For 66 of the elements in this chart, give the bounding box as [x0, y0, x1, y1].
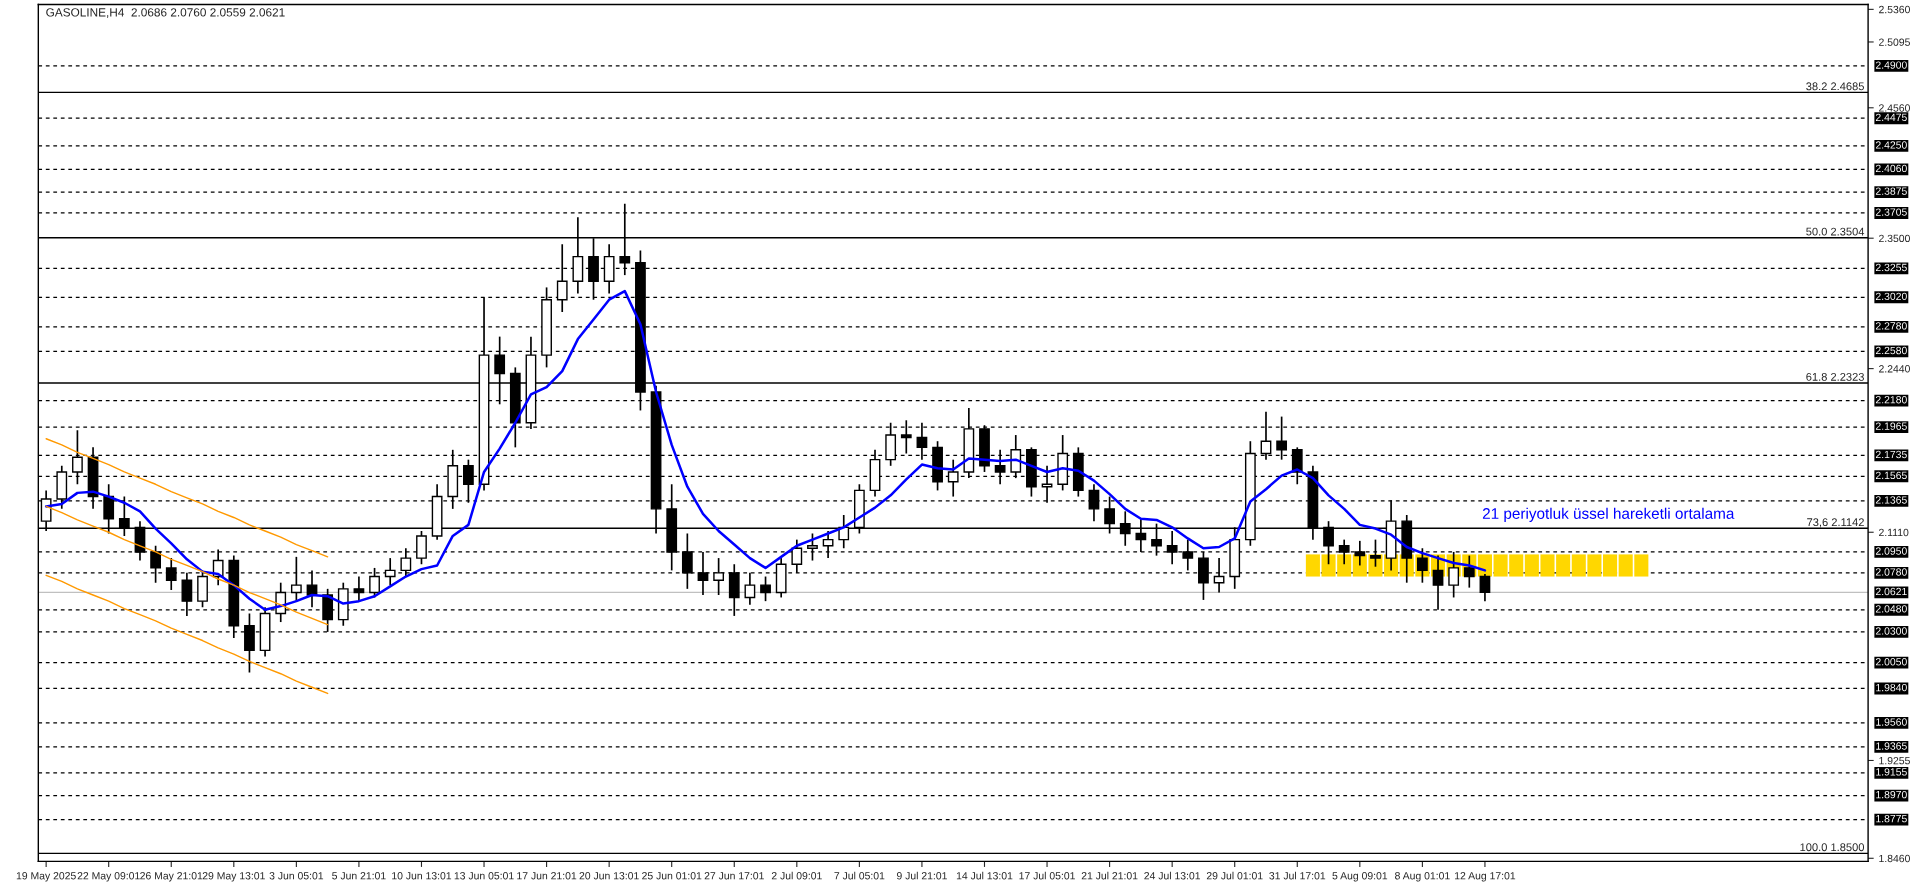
- x-tick-label: 10 Jun 13:01: [392, 872, 452, 880]
- x-tick-label: 5 Jun 21:01: [332, 872, 386, 880]
- x-tick-label: 13 Jun 05:01: [454, 872, 514, 880]
- ref-line-label: 2.4060: [1875, 164, 1907, 173]
- y-tick-label: 2.5360: [1879, 5, 1910, 14]
- x-tick-label: 2 Jul 09:01: [771, 871, 822, 880]
- ref-line-label: 1.9365: [1876, 742, 1907, 750]
- x-tick-label: 26 May 21:01: [140, 872, 203, 882]
- x-tick-label: 29 Jul 01:01: [1206, 871, 1263, 880]
- ref-line-label: 2.1565: [1875, 471, 1907, 480]
- ref-line-label: 1.8775: [1876, 814, 1907, 823]
- ref-line-label: 2.1735: [1875, 450, 1907, 459]
- x-tick-label: 8 Aug 01:01: [1395, 872, 1450, 882]
- x-tick-label: 27 Jun 17:01: [704, 872, 764, 880]
- x-tick-label: 3 Jun 05:01: [269, 872, 324, 880]
- ref-line-label: 38.2 2.4685: [1806, 82, 1864, 91]
- text: 21 periyotluk üssel hareketli ortalama: [1482, 507, 1735, 522]
- ref-line-label: 2.3020: [1875, 292, 1907, 301]
- ref-line-label: 2.3875: [1875, 187, 1907, 195]
- ref-line-label: 61.8 2.2323: [1806, 372, 1864, 381]
- x-tick-label: 31 Jul 17:01: [1269, 871, 1326, 880]
- x-tick-label: 14 Jul 13:01: [956, 871, 1013, 880]
- ref-line-label: 2.1965: [1875, 422, 1907, 430]
- ref-line-label: 1.9155: [1876, 768, 1907, 776]
- ref-line-label: 2.1365: [1875, 496, 1907, 504]
- ref-line-label: 2.2780: [1875, 322, 1907, 330]
- x-tick-label: 25 Jun 01:01: [642, 872, 702, 880]
- x-tick-label: 5 Aug 09:01: [1332, 872, 1388, 882]
- y-tick-label: 2.5095: [1879, 38, 1910, 46]
- ref-line-label: 2.3705: [1875, 208, 1907, 216]
- y-tick-label: 2.4560: [1879, 104, 1910, 112]
- x-tick-label: 22 May 09:01: [77, 872, 140, 882]
- ref-line-label: 73,6 2.1142: [1807, 518, 1864, 528]
- x-tick-label: 29 May 13:01: [202, 872, 265, 882]
- ref-line-label: 50.0 2.3504: [1806, 227, 1865, 236]
- ref-line-label: 2.0950: [1875, 547, 1907, 555]
- x-tick-label: 17 Jul 05:01: [1019, 871, 1075, 880]
- x-tick-label: 19 May 2025: [16, 872, 76, 882]
- x-tick-label: 21 Jul 21:01: [1081, 871, 1138, 880]
- ref-line-label: 2.0050: [1875, 658, 1907, 666]
- x-tick-label: 17 Jun 21:01: [517, 872, 577, 880]
- ref-line-label: 2.4250: [1875, 141, 1907, 149]
- ref-line-label: 2.0300: [1875, 627, 1907, 635]
- ref-line-label: 2.0780: [1875, 568, 1907, 576]
- ref-line-label: 2.3255: [1875, 263, 1907, 272]
- ref-line-label: 1.8970: [1876, 790, 1907, 799]
- ref-line-label: 100.0 1.8500: [1800, 843, 1865, 852]
- y-tick-label: 2.3500: [1879, 234, 1910, 243]
- chart-title: GASOLINE,H4 2.0686 2.0760 2.0559 2.0621: [46, 8, 285, 18]
- x-tick-label: 24 Jul 13:01: [1144, 871, 1201, 880]
- ref-line-label: 1.9840: [1876, 683, 1907, 692]
- ref-line-label: 2.2580: [1875, 346, 1907, 355]
- ref-line-label: 2.0480: [1875, 605, 1907, 613]
- ref-line-label: 2.4475: [1875, 113, 1907, 122]
- ref-line-label: 2.0621: [1875, 587, 1907, 596]
- x-tick-label: 12 Aug 17:01: [1455, 872, 1516, 882]
- y-tick-label: 1.9255: [1879, 756, 1910, 765]
- y-tick-label: 1.8460: [1879, 854, 1910, 863]
- ref-line-label: 2.2180: [1875, 396, 1907, 404]
- ref-line-label: 1.9560: [1876, 718, 1907, 726]
- y-tick-label: 2.2440: [1879, 365, 1910, 373]
- x-tick-label: 7 Jul 05:01: [834, 871, 885, 880]
- x-tick-label: 9 Jul 21:01: [896, 871, 947, 880]
- x-tick-label: 20 Jun 13:01: [579, 872, 639, 880]
- ref-line-label: 2.4900: [1875, 61, 1907, 69]
- y-tick-label: 2.1110: [1879, 528, 1909, 537]
